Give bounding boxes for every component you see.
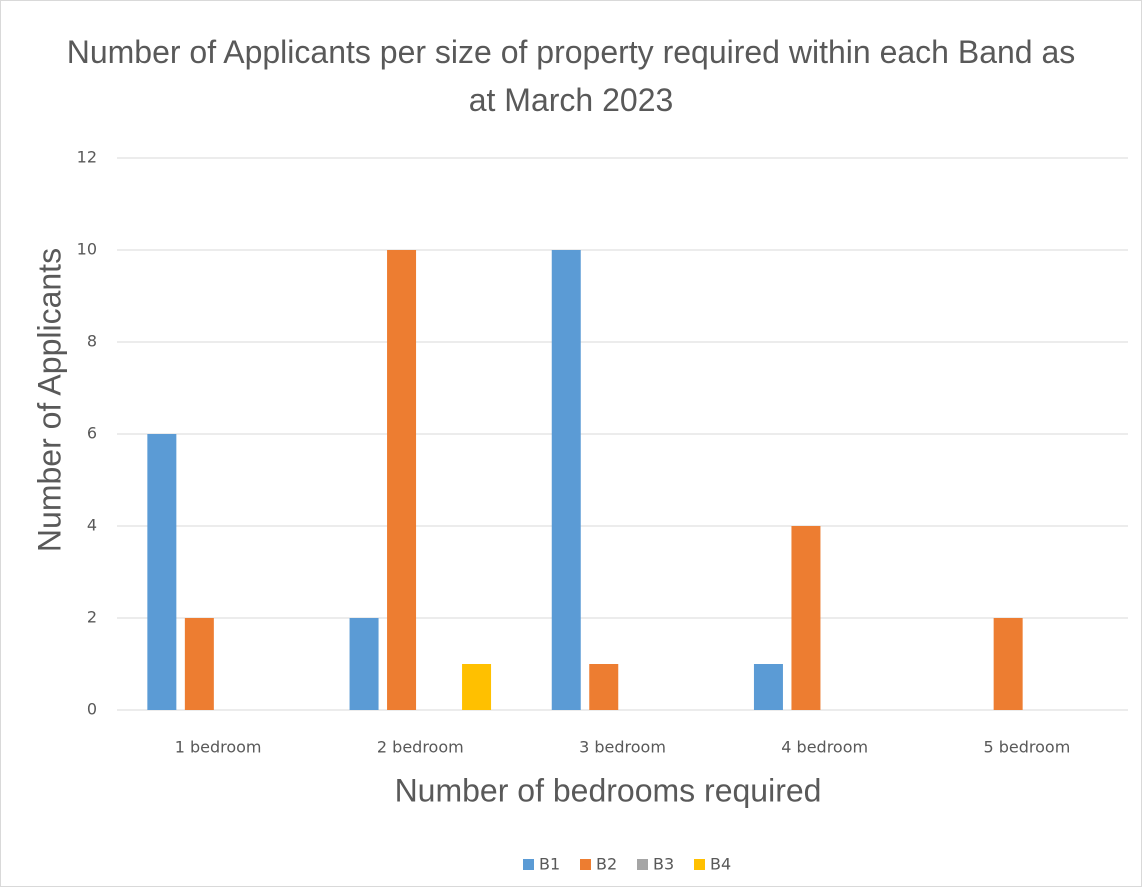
x-tick-label: 3 bedroom — [579, 738, 666, 757]
bar — [147, 434, 177, 710]
bar — [349, 618, 379, 710]
legend-label: B4 — [710, 855, 731, 874]
x-axis-title: Number of bedrooms required — [395, 772, 822, 808]
legend-swatch — [580, 859, 591, 870]
legend-swatch — [523, 859, 534, 870]
bar — [462, 664, 492, 710]
bar — [589, 664, 619, 710]
bar — [387, 250, 417, 710]
legend-label: B3 — [653, 855, 674, 874]
bar — [753, 664, 783, 710]
y-axis-title: Number of Applicants — [31, 248, 67, 552]
y-tick-label: 4 — [87, 516, 97, 535]
y-tick-label: 8 — [87, 332, 97, 351]
y-tick-label: 2 — [87, 608, 97, 627]
legend-swatch — [694, 859, 705, 870]
bar — [993, 618, 1023, 710]
chart-title: Number of Applicants per size of propert… — [66, 34, 1076, 118]
legend-label: B2 — [596, 855, 617, 874]
x-tick-label: 4 bedroom — [781, 738, 868, 757]
bar — [551, 250, 581, 710]
x-tick-label: 5 bedroom — [983, 738, 1070, 757]
y-tick-label: 6 — [87, 424, 97, 443]
legend-label: B1 — [539, 855, 560, 874]
y-tick-label: 10 — [77, 240, 97, 259]
legend-swatch — [637, 859, 648, 870]
x-tick-label: 2 bedroom — [377, 738, 464, 757]
x-tick-label: 1 bedroom — [175, 738, 262, 757]
bar — [791, 526, 821, 710]
y-tick-label: 0 — [87, 700, 97, 719]
y-tick-label: 12 — [77, 148, 97, 167]
bar — [184, 618, 214, 710]
